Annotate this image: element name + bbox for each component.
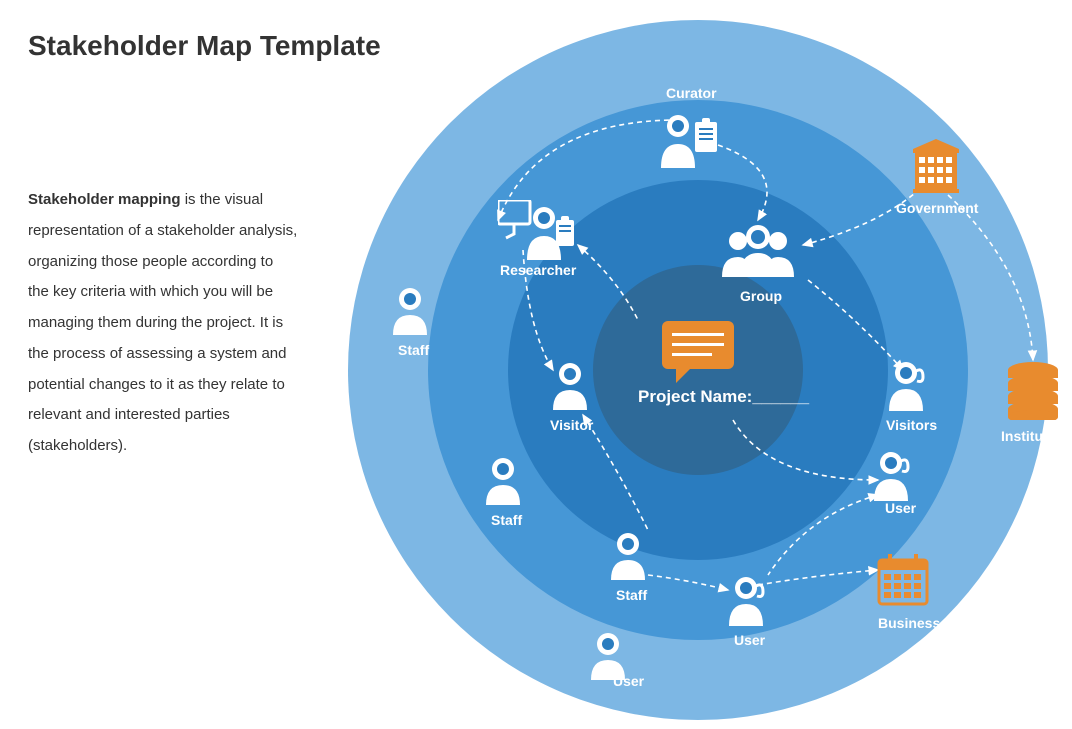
node-group-icon <box>718 223 798 282</box>
node-staff2-label: Staff <box>491 512 522 528</box>
node-visitor-icon <box>547 360 593 415</box>
node-staff1-label: Staff <box>398 342 429 358</box>
arrow <box>578 245 638 320</box>
arrow <box>648 575 728 590</box>
node-government-label: Government <box>896 200 978 216</box>
node-user1-label: User <box>613 673 644 689</box>
node-visitor-label: Visitor <box>550 417 593 433</box>
node-group-label: Group <box>740 288 782 304</box>
arrow <box>768 495 878 575</box>
arrow <box>718 145 767 220</box>
arrow <box>808 280 903 370</box>
node-institution-label: Institution <box>1001 428 1069 444</box>
node-staff2-icon <box>480 455 526 510</box>
stakeholder-diagram: Project Name:______ Curator Researcher Grou… <box>338 20 1058 720</box>
node-institution-icon <box>1005 360 1061 425</box>
arrow <box>948 195 1033 360</box>
description: Stakeholder mapping is the visual repres… <box>28 185 298 462</box>
node-staff3-label: Staff <box>616 587 647 603</box>
node-researcher-label: Researcher <box>500 262 576 278</box>
node-business-label: Business <box>878 615 940 631</box>
node-visitors-icon <box>883 359 933 416</box>
node-government-icon <box>909 137 963 198</box>
arrow <box>733 420 878 480</box>
node-user3-icon <box>868 449 918 506</box>
node-researcher-icon <box>498 200 578 265</box>
description-bold: Stakeholder mapping <box>28 191 181 208</box>
node-user2-icon <box>723 574 773 631</box>
arrow <box>758 570 878 585</box>
node-visitors-label: Visitors <box>886 417 937 433</box>
node-staff1-icon <box>387 285 433 340</box>
node-curator-label: Curator <box>666 85 717 101</box>
node-staff3-icon <box>605 530 651 585</box>
node-curator-icon <box>655 112 721 173</box>
node-business-icon <box>876 554 930 611</box>
center-label: Project Name:______ <box>638 387 809 407</box>
node-user3-label: User <box>885 500 916 516</box>
description-rest: is the visual representation of a stakeh… <box>28 191 297 454</box>
node-user2-label: User <box>734 632 765 648</box>
page-title: Stakeholder Map Template <box>28 30 381 62</box>
center-project-icon <box>658 317 738 390</box>
